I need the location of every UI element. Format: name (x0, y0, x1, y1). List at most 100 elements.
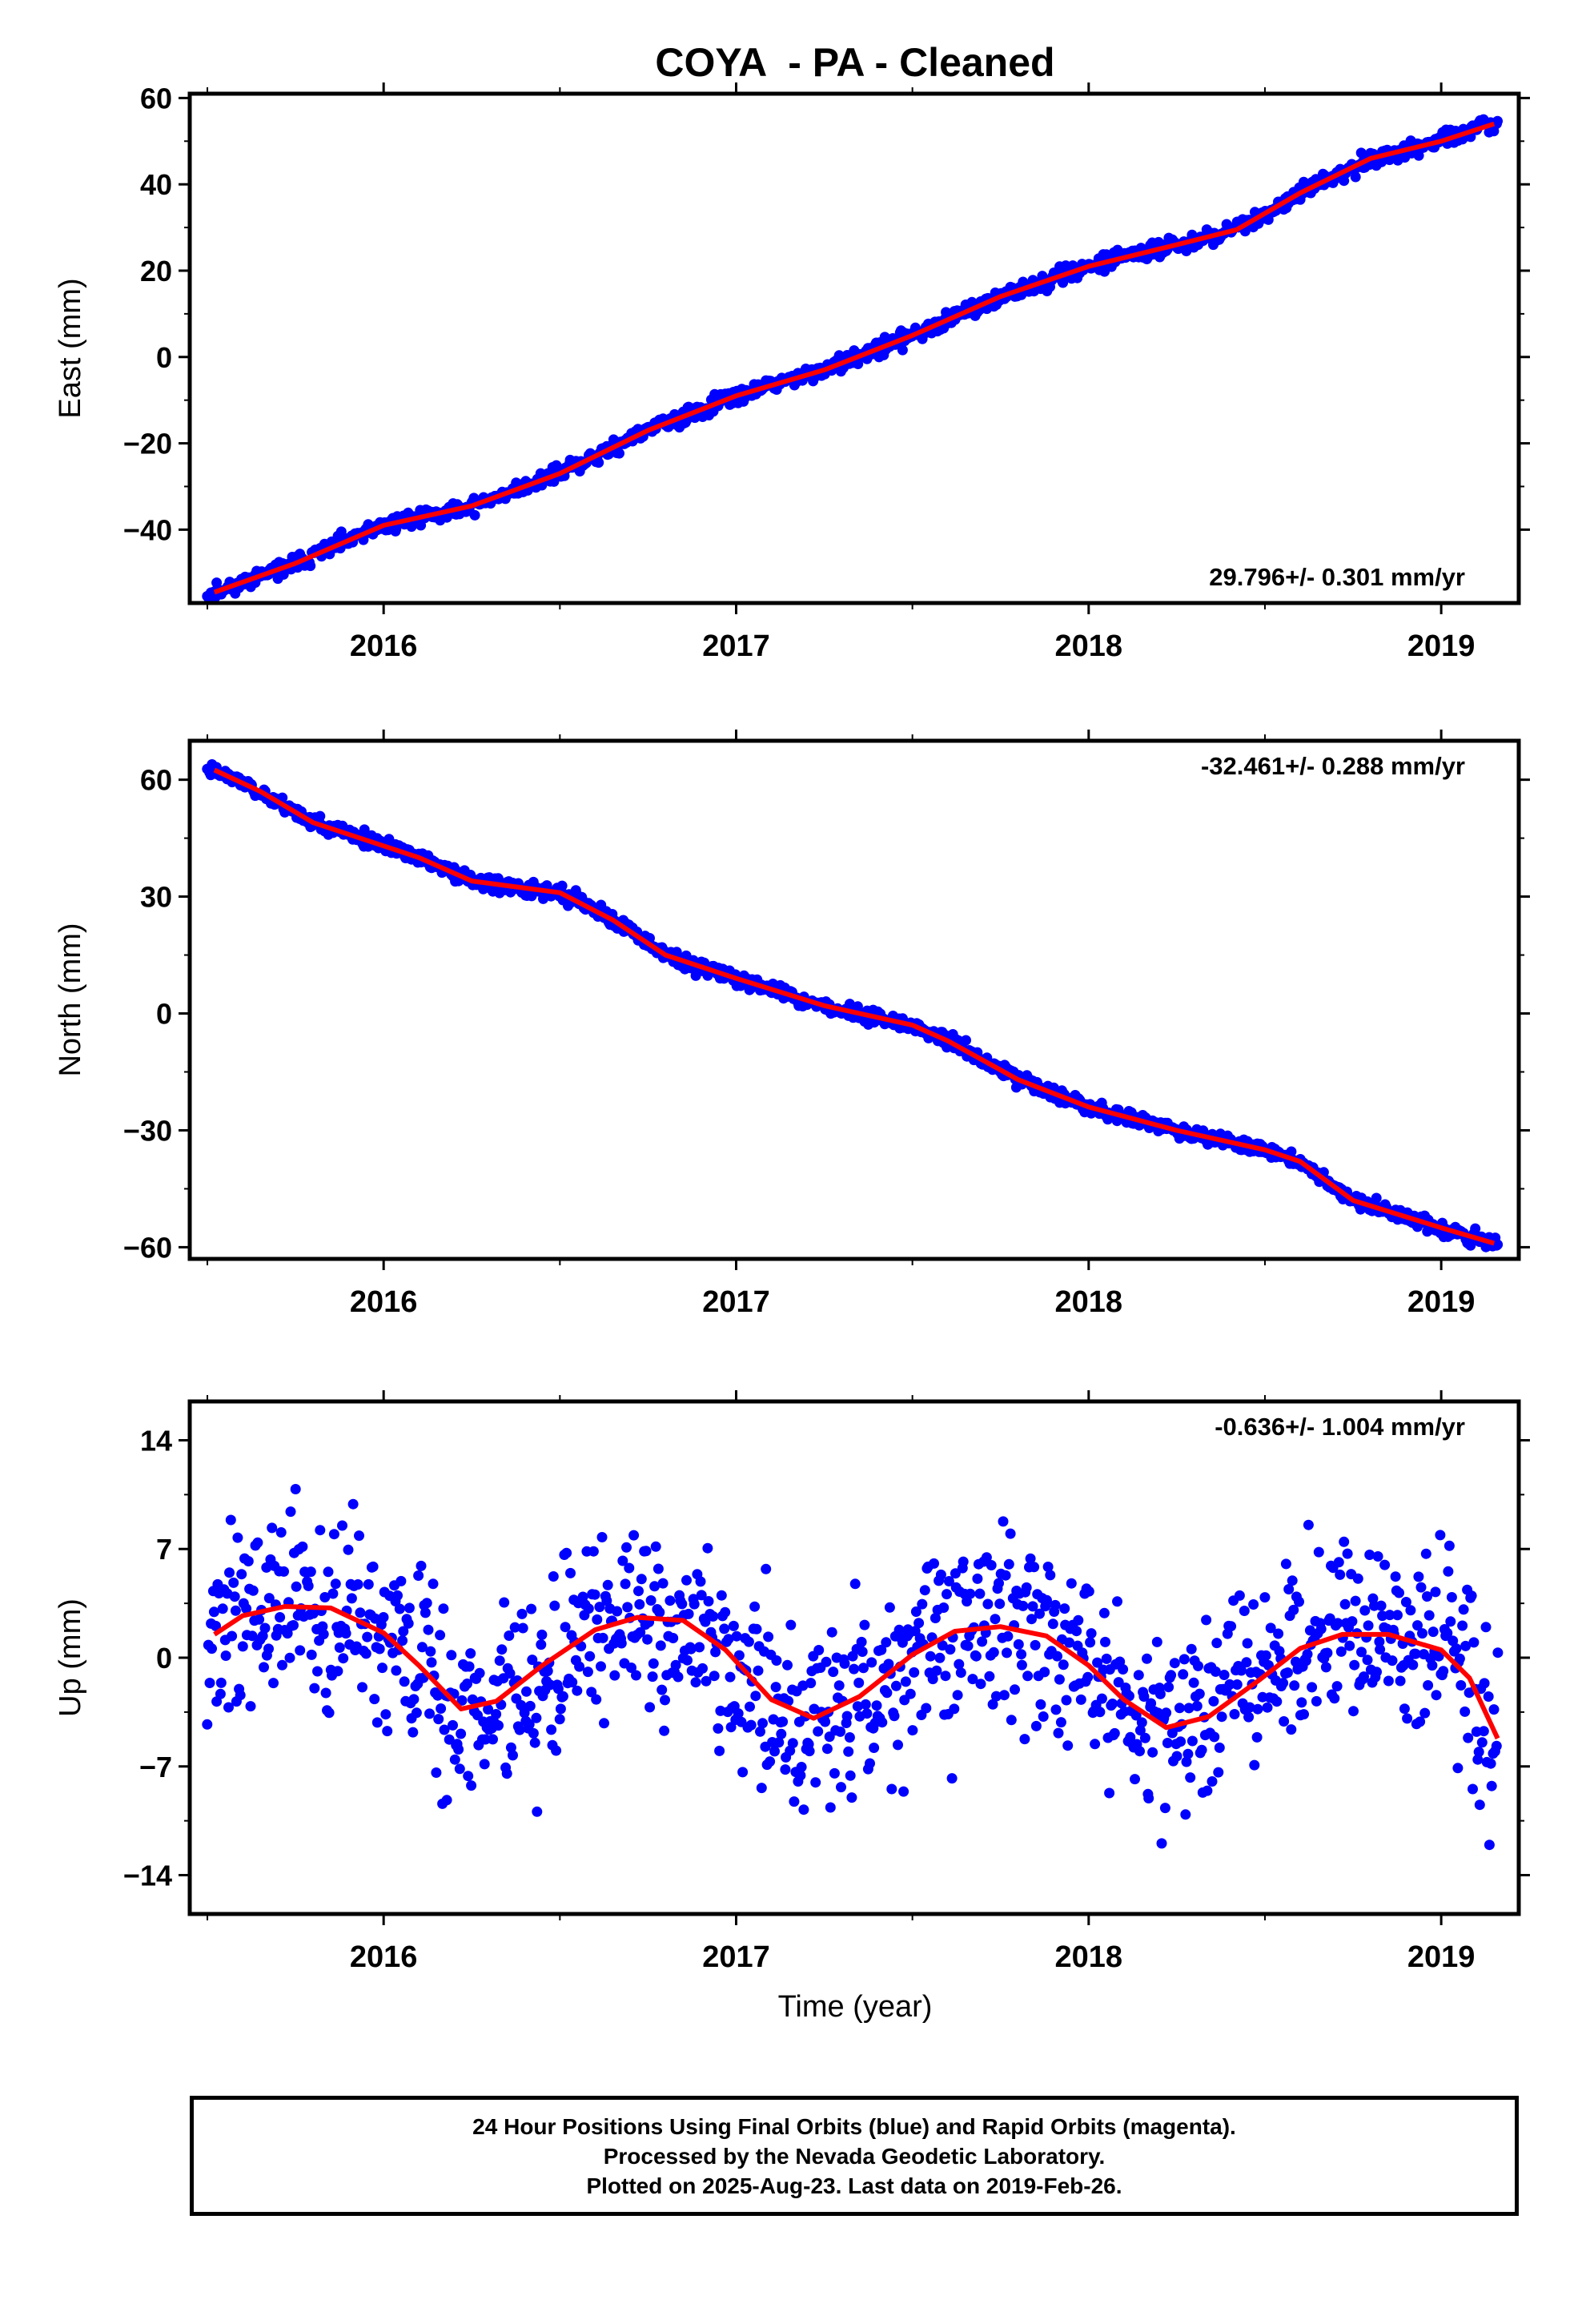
up-point (1210, 1666, 1221, 1677)
up-point (1479, 1678, 1490, 1689)
up-point (765, 1756, 776, 1767)
up-point (1042, 1594, 1052, 1606)
up-point (1181, 1756, 1192, 1767)
up-point (380, 1709, 391, 1720)
up-point (360, 1648, 371, 1659)
up-point (843, 1746, 854, 1757)
up-point (328, 1529, 339, 1540)
up-point (1211, 1638, 1223, 1649)
y-tick-label: −40 (123, 513, 172, 546)
y-tick-label: 0 (156, 998, 172, 1031)
up-point (841, 1711, 853, 1722)
up-point (1390, 1571, 1401, 1582)
up-point (1251, 1731, 1263, 1743)
up-point (826, 1626, 837, 1638)
up-point (1138, 1691, 1150, 1702)
up-point (555, 1703, 566, 1715)
up-point (1283, 1584, 1295, 1594)
up-point (1047, 1618, 1058, 1630)
up-point (656, 1684, 668, 1695)
up-point (252, 1537, 263, 1548)
up-point (1474, 1799, 1485, 1811)
up-point (921, 1703, 932, 1714)
up-point (1224, 1679, 1235, 1690)
up-point (1260, 1650, 1271, 1661)
up-point (561, 1547, 572, 1558)
up-point (1296, 1697, 1307, 1708)
up-point (433, 1714, 444, 1725)
chart-title: COYA - PA - Cleaned (655, 40, 1054, 85)
up-point (1130, 1774, 1140, 1785)
up-point (958, 1556, 969, 1567)
up-point (247, 1630, 258, 1642)
up-point (994, 1578, 1004, 1589)
up-point (660, 1695, 670, 1706)
up-point (737, 1767, 749, 1778)
up-point (1280, 1558, 1291, 1570)
up-point (1166, 1670, 1177, 1681)
up-point (1174, 1703, 1185, 1714)
up-point (491, 1709, 502, 1719)
up-point (1171, 1751, 1182, 1762)
up-point (1100, 1636, 1110, 1647)
up-point (763, 1631, 774, 1642)
up-point (1359, 1605, 1371, 1616)
up-point (952, 1690, 963, 1701)
up-point (464, 1661, 475, 1672)
up-point (1311, 1695, 1322, 1707)
up-point (1154, 1688, 1166, 1699)
up-point (950, 1568, 961, 1579)
up-point (398, 1626, 409, 1637)
up-point (1208, 1695, 1219, 1707)
up-point (268, 1678, 279, 1689)
up-point (456, 1695, 468, 1706)
up-point (1003, 1558, 1014, 1570)
up-point (757, 1718, 768, 1729)
up-point (323, 1707, 335, 1719)
y-tick-label: 30 (140, 881, 172, 914)
up-point (243, 1556, 254, 1566)
up-point (1034, 1608, 1045, 1619)
up-point (813, 1726, 824, 1737)
up-point (1400, 1597, 1411, 1607)
up-point (211, 1620, 221, 1631)
up-point (634, 1598, 645, 1610)
up-point (347, 1498, 359, 1510)
up-point (1344, 1640, 1355, 1651)
up-point (1035, 1699, 1046, 1710)
up-point (435, 1630, 446, 1641)
up-point (1347, 1616, 1358, 1627)
up-point (1143, 1793, 1154, 1803)
up-point (1491, 1740, 1502, 1751)
up-point (1294, 1596, 1304, 1607)
up-point (974, 1588, 986, 1599)
up-point (655, 1640, 666, 1651)
up-point (1320, 1662, 1331, 1673)
up-point (1236, 1665, 1247, 1676)
east-y-axis-label: East (mm) (54, 278, 87, 418)
up-point (404, 1602, 415, 1614)
up-point (886, 1783, 897, 1795)
up-point (1392, 1610, 1403, 1621)
up-point (517, 1622, 528, 1634)
up-point (1169, 1658, 1180, 1669)
up-point (1364, 1550, 1375, 1560)
east-point (853, 359, 864, 369)
up-point (846, 1792, 857, 1803)
up-point (893, 1624, 905, 1635)
up-point (1186, 1643, 1197, 1655)
footer-line-2: Processed by the Nevada Geodetic Laborat… (603, 2143, 1106, 2169)
up-point (984, 1671, 995, 1682)
x-tick-label: 2016 (350, 629, 418, 663)
up-point (670, 1659, 681, 1671)
up-point (930, 1613, 941, 1623)
up-point (1322, 1647, 1333, 1659)
up-point (716, 1590, 727, 1601)
up-point (560, 1622, 571, 1633)
up-point (521, 1686, 532, 1697)
y-tick-label: −7 (139, 1751, 172, 1783)
up-point (820, 1716, 831, 1727)
up-point (1094, 1707, 1106, 1718)
up-point (725, 1671, 736, 1683)
up-point (657, 1578, 669, 1589)
